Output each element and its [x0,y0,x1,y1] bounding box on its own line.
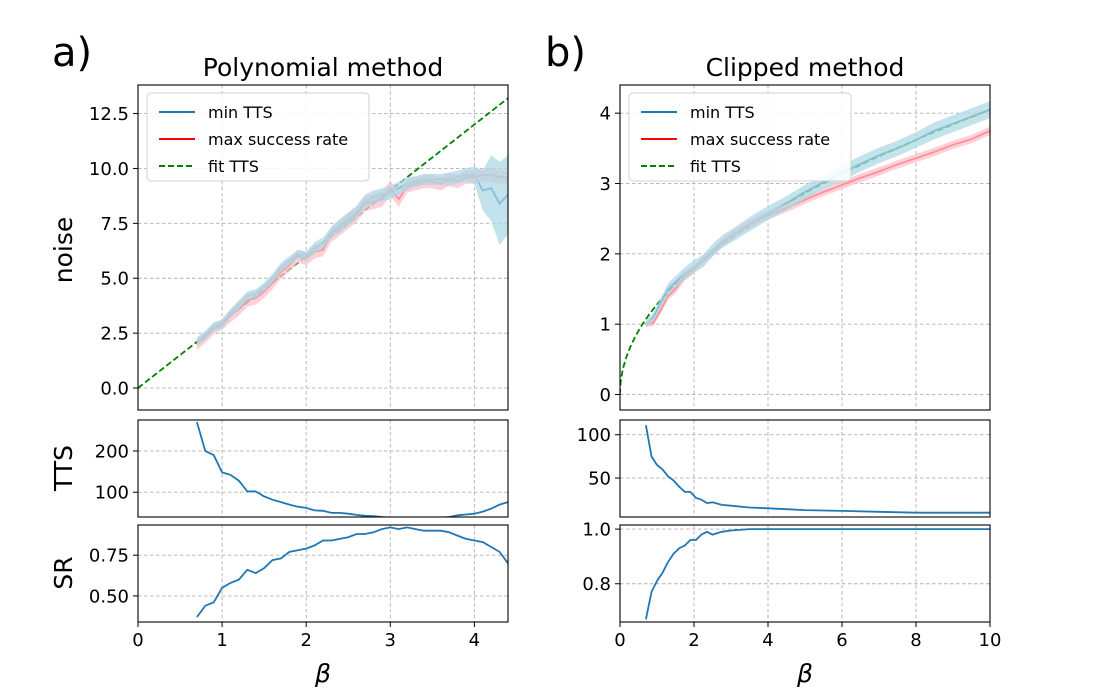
xtick-label-b-sr: 8 [910,630,921,651]
plot-area-b-sr [620,525,990,622]
legends-layer: min TTS max success rate fit TTS min TTS max… [146,92,852,182]
panel-a-label: a) [52,30,92,76]
plot-area-b-tts [620,420,990,517]
band-max-sr-b-noise [645,126,990,327]
panel-a-xlabel: β [314,659,331,688]
plot-area-a-tts [138,420,508,517]
panel-b-title: Clipped method [706,53,905,82]
legend-label-fit: fit TTS [690,157,741,176]
legend-label-min_tts: min TTS [690,103,755,122]
ytick-label-a-noise: 10.0 [89,159,129,180]
frame-b-sr [619,524,991,623]
ytick-label-b-sr: 1.0 [582,520,611,541]
xtick-label-a-sr: 1 [216,630,227,651]
xtick-label-a-sr: 3 [385,630,396,651]
panel-b-label: b) [545,30,586,76]
frame-a-noise [137,84,509,411]
series-a-sr [196,526,508,618]
frame-a-tts [137,419,509,518]
sr-ylabel: SR [49,556,78,589]
series-b-tts [645,425,990,514]
xtick-label-b-sr: 4 [762,630,773,651]
ytick-label-a-noise: 2.5 [100,324,129,345]
ytick-label-a-noise: 12.5 [89,104,129,125]
ytick-label-a-noise: 5.0 [100,269,129,290]
ytick-label-a-noise: 7.5 [100,214,129,235]
panel-b-xlabel: β [796,659,813,688]
legend-label-fit: fit TTS [208,157,259,176]
ytick-label-a-sr: 0.75 [89,546,129,567]
ytick-label-b-tts: 50 [588,469,611,490]
ytick-label-a-sr: 0.50 [89,586,129,607]
tts-ylabel: TTS [49,445,78,492]
noise-ylabel: noise [49,217,78,284]
plot-area-a-sr [138,525,508,622]
ytick-label-b-noise: 4 [600,104,611,125]
legend-label-max_sr: max success rate [690,130,830,149]
xtick-label-a-sr: 4 [469,630,480,651]
series-a-tts [196,421,508,517]
xtick-label-b-sr: 2 [688,630,699,651]
ytick-label-b-tts: 100 [577,425,611,446]
xtick-label-a-sr: 2 [300,630,311,651]
ytick-label-b-noise: 2 [600,244,611,265]
legend-box [628,92,852,182]
frame-b-tts [619,419,991,518]
legend-a: min TTS max success rate fit TTS [146,92,370,182]
band-max-sr-a-noise [196,168,508,350]
ytick-label-a-noise: 0.0 [100,379,129,400]
panel-a-title: Polynomial method [203,53,443,82]
series-b-sr [645,528,990,620]
legend-b: min TTS max success rate fit TTS [628,92,852,182]
ytick-label-a-tts: 200 [95,441,129,462]
ytick-label-b-noise: 3 [600,174,611,195]
ytick-label-b-noise: 1 [600,315,611,336]
ytick-label-b-sr: 0.8 [582,574,611,595]
xtick-label-b-sr: 6 [836,630,847,651]
xtick-label-b-sr: 0 [614,630,625,651]
legend-label-min_tts: min TTS [208,103,273,122]
band-min-tts-a-noise [196,155,508,347]
ytick-label-a-tts: 100 [95,483,129,504]
series-max-sr-a-noise [196,174,508,345]
legend-box [146,92,370,182]
legend-label-max_sr: max success rate [208,130,348,149]
xtick-label-a-sr: 0 [132,630,143,651]
ytick-label-b-noise: 0 [600,385,611,406]
frame-a-sr [137,524,509,623]
xtick-label-b-sr: 10 [979,630,1002,651]
frame-b-noise [619,84,991,411]
band-min-tts-b-noise [645,101,990,328]
series-min-tts-a-noise [196,174,508,343]
